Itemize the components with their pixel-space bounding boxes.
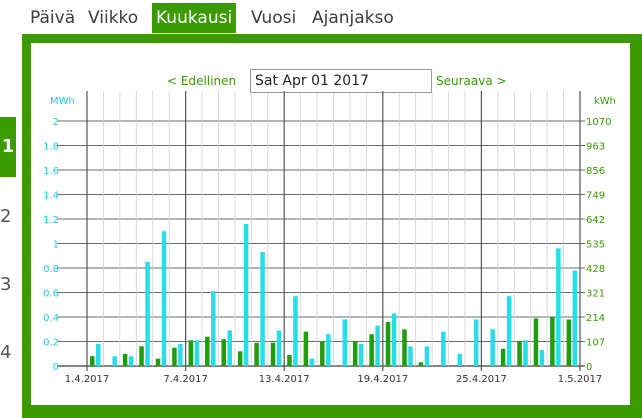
bar-series-2 <box>490 329 495 366</box>
bar-series-1 <box>517 341 522 366</box>
bar-series-2 <box>243 223 249 366</box>
tab-day[interactable]: Päivä <box>30 8 76 28</box>
bar-series-2 <box>293 296 298 366</box>
side-item-2[interactable]: 2 <box>0 206 12 227</box>
bar-series-1 <box>139 346 144 366</box>
left-axis-tick: 1.6 <box>43 166 59 177</box>
left-axis-tick: 1.2 <box>43 215 59 226</box>
bar-series-1 <box>352 341 358 366</box>
date-input[interactable] <box>250 69 432 93</box>
right-axis-tick: 321 <box>586 289 605 300</box>
bar-series-1 <box>172 347 177 366</box>
next-link[interactable]: Seuraava > <box>436 74 507 88</box>
left-axis-tick: 0.2 <box>43 338 59 349</box>
bar-series-1 <box>402 329 407 366</box>
left-axis-tick: 0 <box>53 362 59 373</box>
tab-period[interactable]: Ajanjakso <box>312 8 394 28</box>
bar-series-1 <box>188 340 194 366</box>
bar-series-1 <box>270 342 276 366</box>
side-item-4[interactable]: 4 <box>0 342 12 363</box>
bar-series-2 <box>342 319 347 366</box>
right-axis-tick: 642 <box>586 215 605 226</box>
bar-series-2 <box>506 296 512 366</box>
right-axis-tick: 749 <box>586 191 605 202</box>
bar-series-1 <box>533 318 539 366</box>
bar-series-2 <box>326 334 331 366</box>
bar-series-1 <box>122 353 128 366</box>
bar-series-2 <box>375 325 380 366</box>
bar-series-2 <box>211 291 216 366</box>
left-axis-tick: 0.8 <box>43 264 59 275</box>
bar-series-1 <box>550 317 555 366</box>
bar-series-1 <box>90 356 95 366</box>
right-axis-tick: 535 <box>586 240 605 251</box>
bar-series-1 <box>418 362 424 366</box>
right-axis-tick: 0 <box>586 362 592 373</box>
view-tabs: Päivä Viikko Kuukausi Vuosi Ajanjakso <box>0 0 642 34</box>
right-axis-tick: 1070 <box>586 117 611 128</box>
left-axis-tick: 1.8 <box>43 142 59 153</box>
bar-series-2 <box>309 358 315 366</box>
bar-series-1 <box>385 322 391 366</box>
bar-series-1 <box>205 336 210 366</box>
left-axis-unit: MWh <box>50 96 75 107</box>
tab-month[interactable]: Kuukausi <box>152 3 237 33</box>
side-item-1[interactable]: 1 <box>0 117 16 177</box>
tab-week[interactable]: Viikko <box>88 8 139 28</box>
left-axis-tick: 1.4 <box>43 191 59 202</box>
bar-series-2 <box>128 356 134 366</box>
bar-series-2 <box>276 330 282 366</box>
bar-series-2 <box>424 346 430 366</box>
bar-series-1 <box>500 348 506 366</box>
bar-series-2 <box>473 319 479 366</box>
bar-series-2 <box>178 343 183 366</box>
previous-link[interactable]: < Edellinen <box>167 74 237 88</box>
bar-series-2 <box>391 313 397 366</box>
bar-series-2 <box>358 343 364 366</box>
right-axis-tick: 214 <box>586 313 605 324</box>
bar-series-1 <box>320 341 325 366</box>
bar-series-3 <box>566 319 572 366</box>
bar-series-2 <box>194 340 200 366</box>
right-axis-tick: 856 <box>586 166 605 177</box>
bar-series-1 <box>254 342 259 366</box>
bar-series-2 <box>145 261 150 366</box>
bar-series-1 <box>369 334 374 366</box>
right-axis-unit: kWh <box>594 96 617 107</box>
bar-series-2 <box>112 356 117 366</box>
right-axis-tick: 963 <box>586 142 605 153</box>
x-axis-tick: 1.5.2017 <box>558 374 603 385</box>
bar-series-2 <box>556 248 561 366</box>
bar-series-4 <box>572 319 578 366</box>
x-axis-tick: 1.4.2017 <box>65 374 110 385</box>
bar-series-2 <box>408 346 413 366</box>
bar-series-1 <box>287 355 292 366</box>
right-axis-tick: 428 <box>586 264 605 275</box>
bar-series-2 <box>441 331 446 366</box>
right-axis-tick: 107 <box>586 338 605 349</box>
bar-series-2 <box>161 231 167 366</box>
tab-year[interactable]: Vuosi <box>251 8 297 28</box>
bar-series-1 <box>303 331 309 366</box>
bar-series-1 <box>155 358 161 366</box>
x-axis-tick: 25.4.2017 <box>456 374 507 385</box>
bar-series-2 <box>457 353 463 366</box>
bar-series-2 <box>96 343 101 366</box>
left-axis-tick: 1 <box>53 240 59 251</box>
x-axis-tick: 13.4.2017 <box>259 374 310 385</box>
bar-series-2 <box>260 252 265 366</box>
left-axis-tick: 0.6 <box>43 289 59 300</box>
x-axis-tick: 19.4.2017 <box>357 374 408 385</box>
bar-series-1 <box>237 351 243 366</box>
left-axis-tick: 2 <box>53 117 59 128</box>
x-axis-tick: 7.4.2017 <box>163 374 208 385</box>
bar-series-2 <box>539 350 545 366</box>
bar-series-1 <box>221 339 226 366</box>
bar-series-2 <box>227 330 232 366</box>
bar-series-2 <box>523 340 528 366</box>
side-item-3[interactable]: 3 <box>0 274 12 295</box>
bar-series-2 <box>572 270 578 366</box>
left-axis-tick: 0.4 <box>43 313 59 324</box>
